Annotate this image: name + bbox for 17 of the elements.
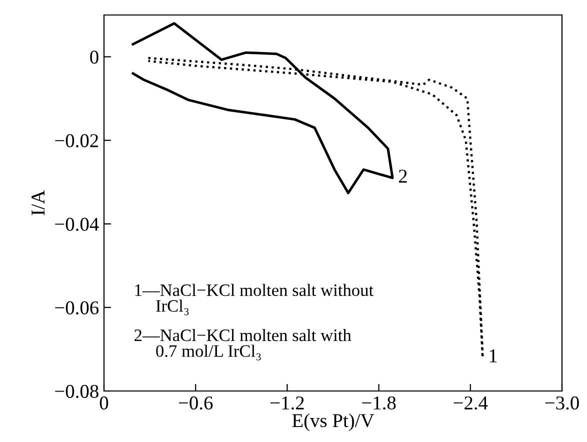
x-tick-label: −1.2: [270, 396, 304, 410]
annotation: 1: [490, 349, 497, 362]
x-tick-label: −2.4: [454, 396, 488, 410]
y-tick-label: −0.06: [55, 301, 99, 314]
y-tick-label: −0.04: [55, 218, 99, 231]
x-tick-label: −0.6: [178, 396, 213, 410]
x-tick-label: −1.8: [362, 396, 396, 410]
x-axis-title: E(vs Pt)/V: [292, 413, 374, 432]
x-tick-label: 0: [100, 396, 108, 410]
annotation: 2—NaCl−KCl molten salt with 0.7 mol/L IrCl₃: [134, 328, 352, 360]
y-tick-label: 0: [90, 50, 98, 64]
x-tick-label: −3.0: [545, 396, 579, 410]
y-tick-label: −0.02: [55, 134, 98, 148]
y-tick-label: −0.08: [55, 384, 98, 398]
annotation: 2: [398, 170, 407, 183]
annotation: 1—NaCl−KCl molten salt without IrCl₃: [135, 284, 374, 316]
y-axis-title: I/A: [32, 190, 45, 216]
